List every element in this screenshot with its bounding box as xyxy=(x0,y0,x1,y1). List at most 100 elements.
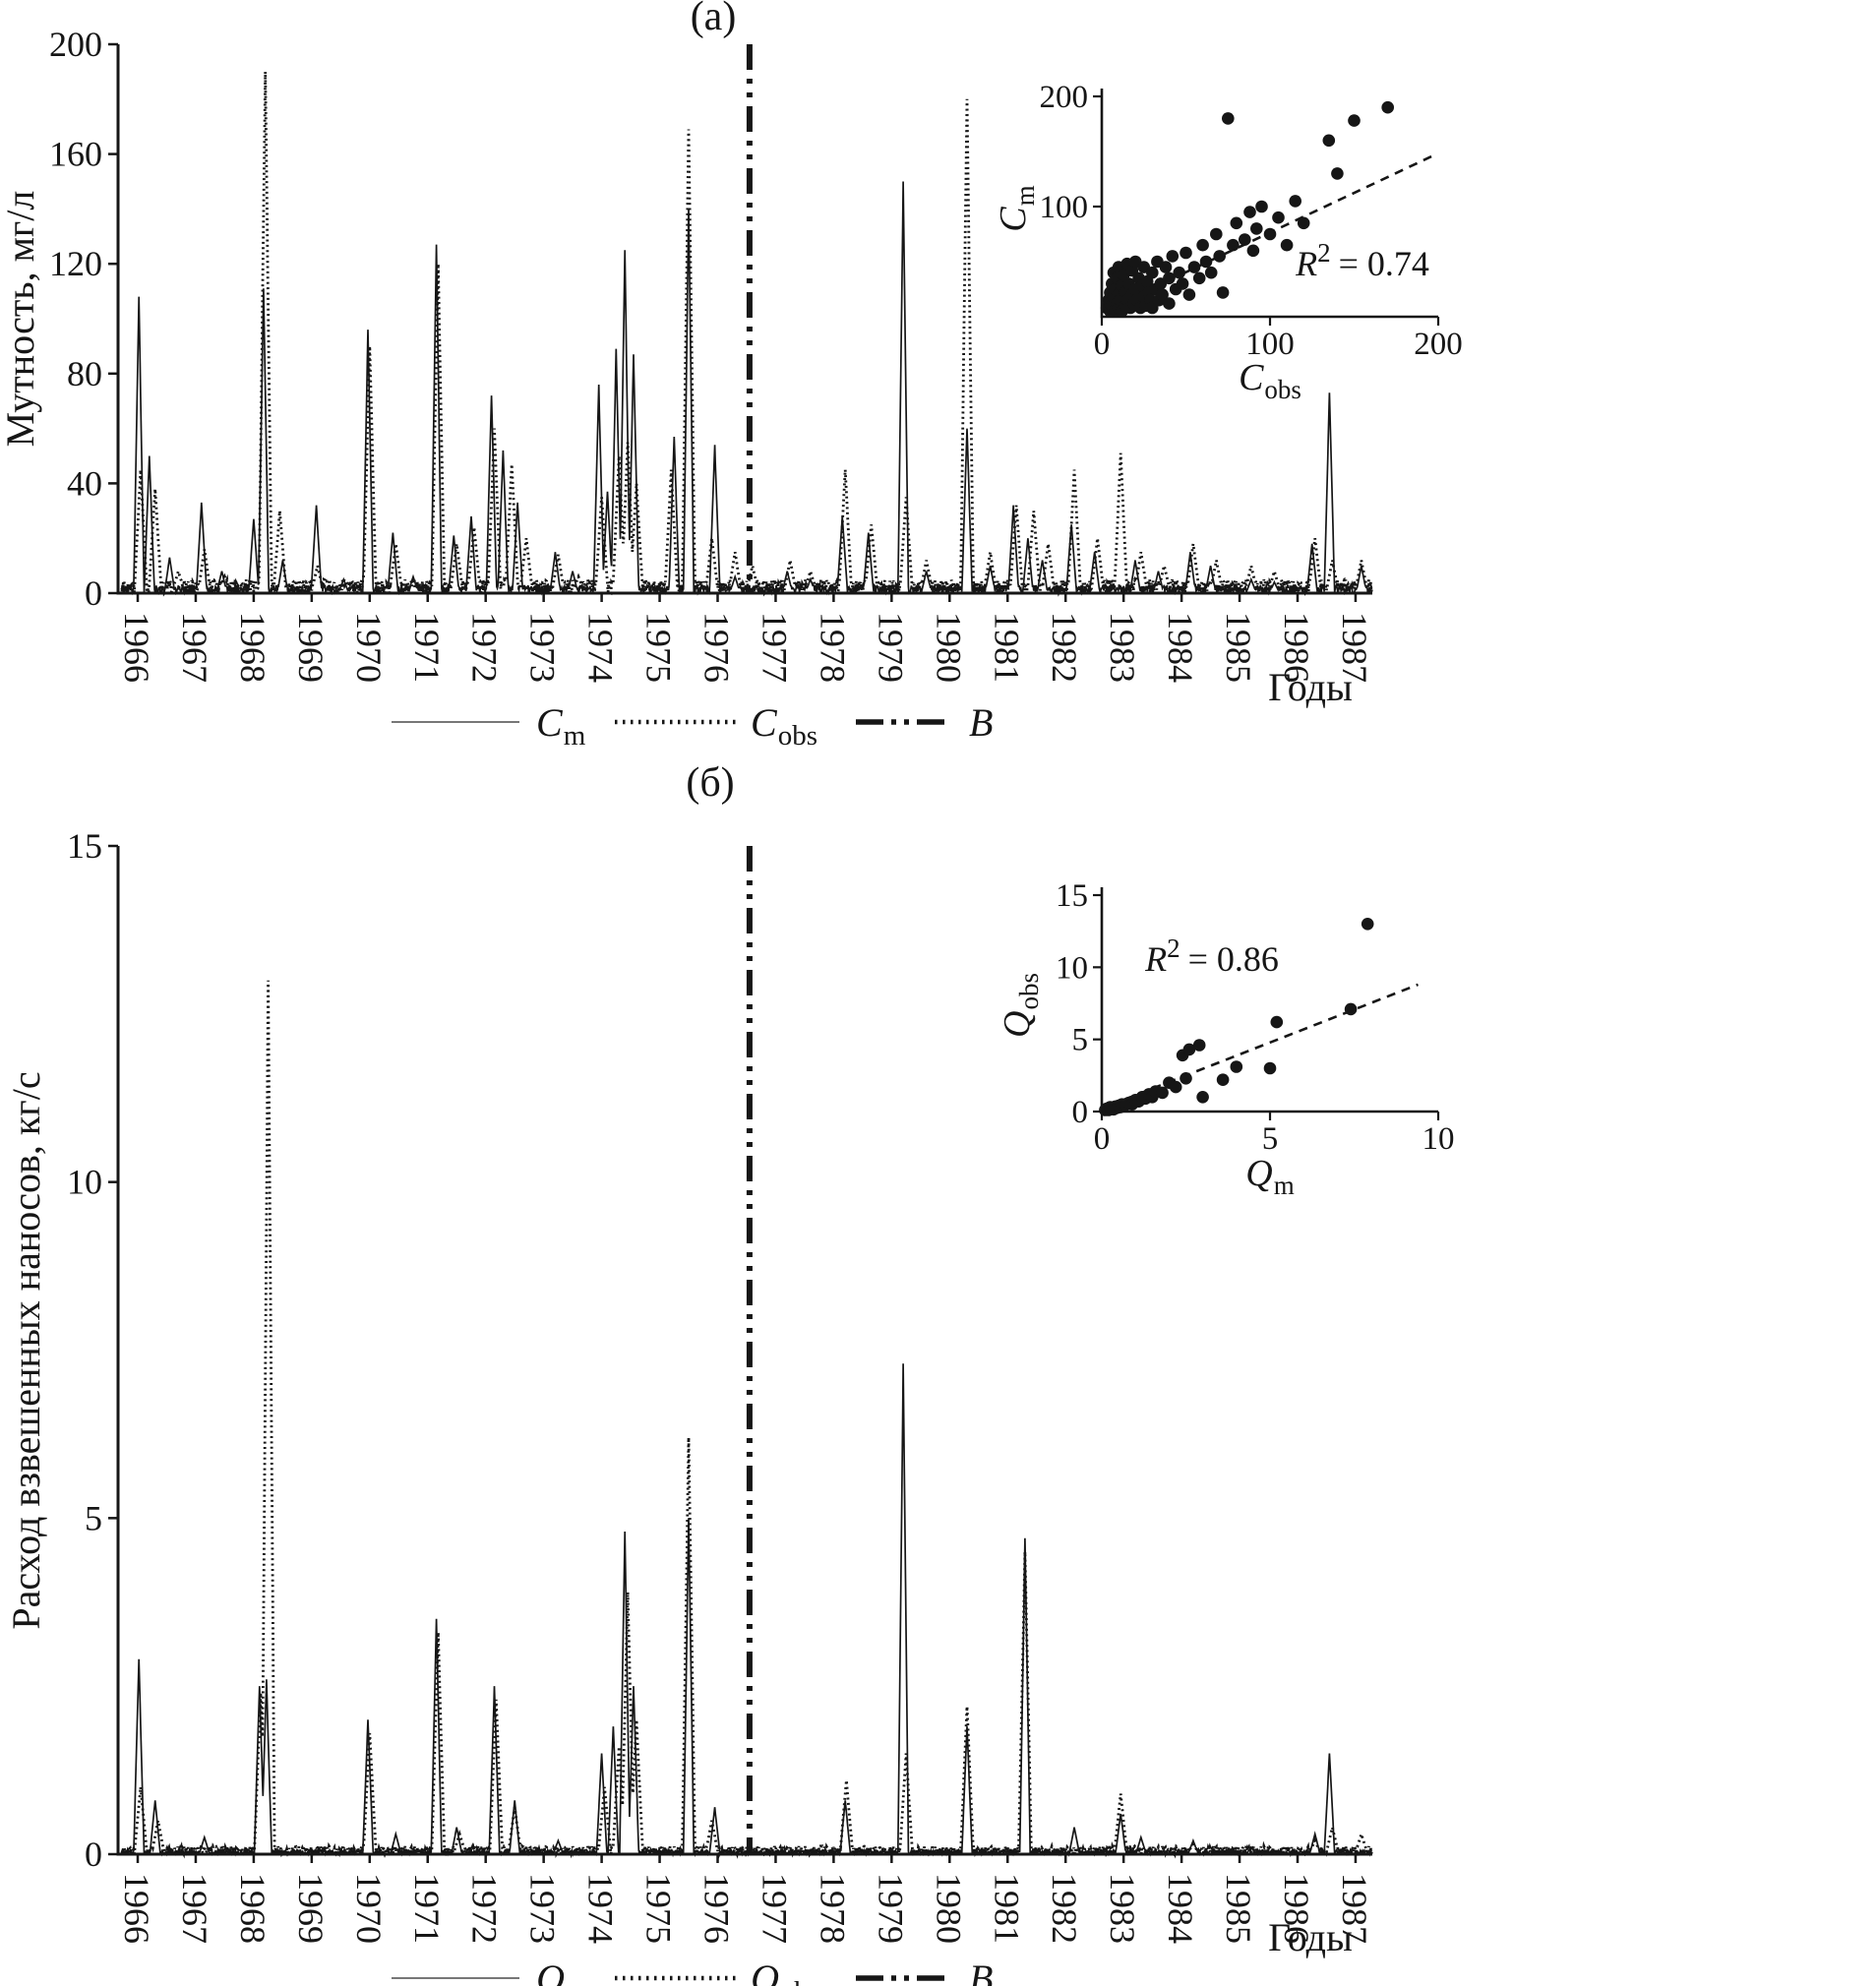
inset-y-tick-label: 100 xyxy=(1040,190,1089,225)
inset-scatter-point xyxy=(1348,114,1361,127)
panel-a-x-axis-label: Годы xyxy=(1268,665,1353,709)
inset-scatter-point xyxy=(1199,255,1213,269)
inset-x-tick-label: 10 xyxy=(1422,1121,1455,1157)
x-tick-year-label: 1987 xyxy=(1335,612,1374,683)
inset-scatter-point xyxy=(1216,286,1230,299)
panel-a-series-cobs-line xyxy=(120,71,1373,598)
inset-scatter-point xyxy=(1381,100,1394,114)
legend-label-observed: Cobs xyxy=(751,700,817,752)
x-tick-year-label: 1975 xyxy=(639,1873,679,1944)
x-tick-year-label: 1969 xyxy=(291,1873,331,1944)
y-tick-label: 40 xyxy=(67,463,102,503)
x-tick-year-label: 1980 xyxy=(929,1873,968,1944)
inset-scatter-point xyxy=(1222,112,1235,125)
legend-label-observed: Qobs xyxy=(751,1956,819,1986)
inset-y-axis-label: Cm xyxy=(993,185,1040,231)
x-tick-year-label: 1978 xyxy=(813,612,852,683)
x-tick-year-label: 1986 xyxy=(1277,1873,1316,1944)
inset-scatter-point xyxy=(1280,238,1294,252)
x-tick-year-label: 1974 xyxy=(581,1873,621,1944)
y-tick-label: 5 xyxy=(85,1498,102,1537)
inset-scatter-point xyxy=(1196,1091,1209,1104)
x-tick-year-label: 1978 xyxy=(813,1873,852,1944)
x-tick-year-label: 1967 xyxy=(175,1873,214,1944)
y-tick-label: 160 xyxy=(49,135,102,174)
legend-label-model: Cm xyxy=(536,700,586,752)
inset-axes xyxy=(1100,887,1438,1113)
inset-scatter-point xyxy=(1169,1080,1182,1094)
inset-scatter-point xyxy=(1255,200,1268,213)
x-tick-year-label: 1973 xyxy=(523,612,563,683)
inset-x-tick-label: 0 xyxy=(1094,327,1111,362)
inset-scatter-point xyxy=(1204,266,1218,279)
inset-y-axis-label: Qobs xyxy=(997,973,1044,1038)
inset-r2-label: R2 = 0.86 xyxy=(1144,933,1279,979)
x-tick-year-label: 1972 xyxy=(465,612,505,683)
inset-scatter-point xyxy=(1272,211,1285,224)
inset-scatter-point xyxy=(1216,1073,1230,1086)
inset-scatter-point xyxy=(1344,1002,1358,1016)
x-tick-year-label: 1979 xyxy=(871,1873,910,1944)
panel-a-title: (а) xyxy=(691,0,737,39)
inset-scatter-point xyxy=(1146,266,1159,279)
x-tick-year-label: 1985 xyxy=(1219,1873,1258,1944)
x-tick-year-label: 1968 xyxy=(233,612,272,683)
x-tick-year-label: 1984 xyxy=(1161,612,1200,683)
x-tick-year-label: 1968 xyxy=(233,1873,272,1944)
x-tick-year-label: 1981 xyxy=(987,1873,1026,1944)
x-tick-year-label: 1966 xyxy=(117,612,156,683)
x-tick-year-label: 1972 xyxy=(465,1873,505,1944)
inset-scatter-point xyxy=(1270,1015,1284,1029)
x-tick-year-label: 1977 xyxy=(755,1873,794,1944)
legend-label-b: B xyxy=(969,1956,993,1986)
panel-a-axes xyxy=(116,44,1372,595)
panel-a-y-axis-label: Мутность, мг/л xyxy=(0,191,42,448)
x-tick-year-label: 1985 xyxy=(1219,612,1258,683)
inset-scatter-point xyxy=(1297,216,1310,230)
panel-b-title: (б) xyxy=(686,762,734,806)
inset-scatter-point xyxy=(1331,167,1344,180)
inset-scatter-point xyxy=(1230,1060,1243,1073)
inset-x-axis-label: Cobs xyxy=(1239,357,1301,404)
inset-scatter-point xyxy=(1196,238,1209,252)
x-tick-year-label: 1979 xyxy=(871,612,910,683)
inset-scatter-point xyxy=(1210,227,1223,241)
x-tick-year-label: 1983 xyxy=(1103,612,1142,683)
x-tick-year-label: 1974 xyxy=(581,612,621,683)
inset-scatter-point xyxy=(1182,1043,1196,1056)
x-tick-year-label: 1984 xyxy=(1161,1873,1200,1944)
panel-b-x-axis-label: Годы xyxy=(1268,1915,1353,1959)
inset-scatter-point xyxy=(1192,1039,1206,1052)
inset-scatter-point xyxy=(1213,250,1226,263)
x-tick-year-label: 1966 xyxy=(117,1873,156,1944)
x-tick-year-label: 1981 xyxy=(987,612,1026,683)
x-tick-year-label: 1980 xyxy=(929,612,968,683)
y-tick-label: 200 xyxy=(49,25,102,64)
inset-scatter-point xyxy=(1187,261,1201,273)
inset-trend-line xyxy=(1108,983,1419,1108)
x-tick-year-label: 1976 xyxy=(697,1873,737,1944)
x-tick-year-label: 1982 xyxy=(1045,1873,1084,1944)
inset-scatter-point xyxy=(1239,233,1251,246)
panel-a-chart: (а) Мутность, мг/л 0 40 80 120 160 200 1966 1967 1… xyxy=(0,0,1463,752)
inset-scatter-point xyxy=(1243,206,1256,218)
inset-scatter-points xyxy=(1099,918,1374,1116)
inset-scatter-point xyxy=(1246,244,1260,258)
inset-x-axis-label: Qm xyxy=(1245,1153,1294,1200)
inset-y-tick-label: 5 xyxy=(1072,1023,1089,1058)
x-tick-year-label: 1977 xyxy=(755,612,794,683)
y-tick-label: 10 xyxy=(67,1163,102,1202)
inset-r2-label: R2 = 0.74 xyxy=(1295,238,1429,283)
x-tick-year-label: 1986 xyxy=(1277,612,1316,683)
y-tick-label: 120 xyxy=(49,244,102,283)
x-tick-year-label: 1987 xyxy=(1335,1873,1374,1944)
x-tick-year-label: 1970 xyxy=(349,1873,389,1944)
inset-x-tick-label: 100 xyxy=(1245,327,1295,362)
y-tick-label: 0 xyxy=(85,1835,102,1874)
inset-y-tick-label: 200 xyxy=(1040,80,1089,115)
y-tick-label: 0 xyxy=(85,573,102,613)
x-tick-year-label: 1976 xyxy=(697,612,737,683)
inset-scatter-point xyxy=(1166,250,1180,263)
legend-label-b: B xyxy=(969,700,993,745)
